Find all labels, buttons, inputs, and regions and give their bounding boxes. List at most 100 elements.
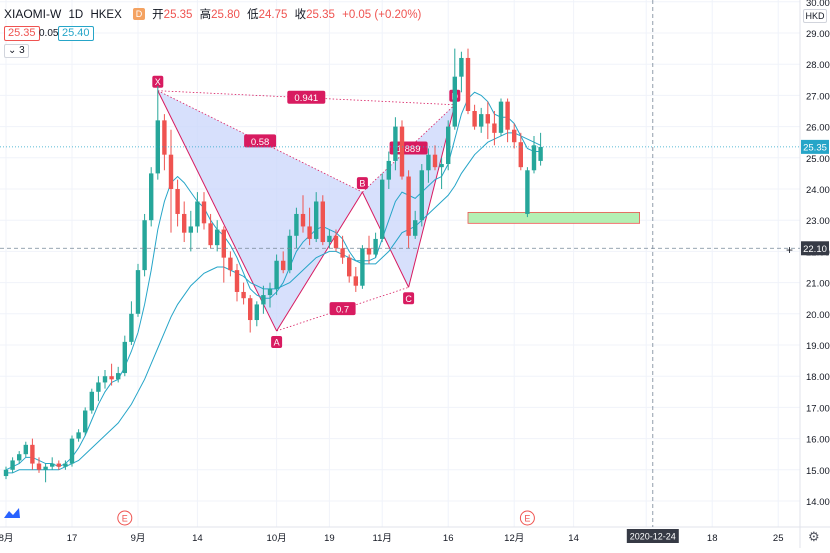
candle-body	[518, 142, 523, 168]
time-tick-label: 18	[707, 533, 718, 544]
candle	[36, 457, 42, 473]
candle	[314, 192, 319, 243]
candle	[142, 213, 147, 277]
candle-body	[472, 111, 477, 127]
candle-body	[36, 463, 42, 470]
tradingview-logo-icon[interactable]	[3, 506, 21, 520]
ratio-label-bg	[244, 134, 277, 148]
candle-body	[340, 248, 345, 258]
candle	[307, 207, 312, 246]
indicators-toggle[interactable]: ⌄ 3	[4, 44, 29, 58]
candle-body	[307, 226, 312, 239]
candle	[340, 235, 345, 264]
candle	[360, 245, 365, 289]
pattern-ratio-label: 1.889	[389, 141, 428, 155]
interval-label[interactable]: 1D	[68, 9, 84, 21]
candle	[30, 438, 35, 470]
candle	[228, 251, 233, 277]
candle	[122, 335, 127, 377]
candle	[248, 295, 253, 333]
candle	[406, 170, 411, 249]
earnings-event-marker[interactable]: E	[519, 510, 535, 526]
candle-body	[419, 170, 424, 221]
candle-body	[485, 114, 490, 124]
price-tick-label: 30.00	[806, 0, 830, 9]
candle-body	[10, 460, 15, 470]
candle-body	[215, 229, 220, 246]
candle	[439, 157, 444, 189]
candle-body	[294, 213, 299, 236]
symbol-name[interactable]: XIAOMI-W	[4, 7, 62, 21]
buy-price-button[interactable]: 25.40	[58, 26, 94, 41]
candle	[274, 254, 279, 296]
price-tick-label: 15.00	[806, 466, 830, 477]
candle-body	[386, 160, 391, 180]
pattern-leg	[276, 191, 363, 332]
candle-body	[347, 257, 352, 277]
candle	[56, 460, 61, 470]
ratio-label-bg	[329, 302, 356, 316]
candle-body	[333, 235, 339, 249]
candle-body	[525, 170, 530, 214]
pattern-leg	[361, 191, 410, 288]
candle-body	[512, 129, 517, 143]
earnings-event-marker[interactable]: E	[117, 510, 133, 526]
candle-body	[122, 341, 127, 374]
candle	[459, 51, 464, 93]
pattern-leg	[157, 90, 278, 332]
price-tick-label: 23.00	[806, 216, 830, 227]
price-tick-label: 14.00	[806, 497, 830, 508]
candle	[512, 123, 517, 149]
candle-body	[83, 410, 88, 433]
sell-price-button[interactable]: 25.35	[4, 26, 40, 41]
price-tick-label: 21.00	[806, 279, 830, 290]
candle	[525, 167, 530, 218]
candle	[215, 220, 220, 252]
candle-body	[116, 373, 121, 380]
candle-body	[195, 201, 200, 227]
high-label: 高	[199, 9, 212, 21]
add-alert-icon[interactable]: +	[786, 243, 794, 257]
crosshair-date-marker: 2020-12-24	[626, 529, 679, 543]
candle-body	[23, 444, 28, 455]
candle	[76, 429, 81, 442]
pattern-point-x: X	[152, 75, 164, 88]
price-tick-label: 25.00	[806, 154, 830, 165]
candle-body	[201, 201, 207, 224]
candle-body	[393, 126, 398, 161]
candle-body	[30, 444, 35, 464]
candle	[413, 210, 418, 239]
low-label: 低	[247, 9, 259, 21]
gear-icon[interactable]: ⚙	[808, 529, 820, 544]
candle	[465, 48, 471, 115]
price-tick-label: 24.00	[806, 185, 830, 196]
candle-body	[465, 57, 471, 111]
candle-body	[281, 260, 286, 271]
pattern-fill-xab	[157, 90, 363, 331]
candle	[23, 441, 28, 458]
candle-body	[129, 313, 134, 342]
candle-body	[102, 376, 108, 383]
candle	[347, 254, 352, 283]
price-tick-label: 28.00	[806, 60, 830, 71]
candle	[393, 117, 398, 171]
ratio-label-text: 1.889	[397, 144, 421, 155]
candle-body	[432, 154, 438, 168]
change-value: +0.05 (+0.20%)	[342, 9, 422, 21]
candle-body	[96, 382, 101, 392]
candle	[102, 369, 108, 389]
candle	[261, 285, 266, 314]
candle-body	[479, 114, 484, 127]
price-tick-label: 29.00	[806, 29, 830, 40]
currency-label[interactable]: HKD	[803, 9, 827, 23]
last-price-label: 25.35	[803, 142, 827, 153]
point-label-text: B	[359, 179, 365, 189]
ratio-label-text: 0.7	[336, 305, 349, 316]
candle	[426, 148, 431, 183]
candle-body	[320, 201, 325, 243]
candle	[208, 213, 213, 249]
point-label-text: C	[405, 294, 412, 304]
candle	[50, 457, 55, 470]
